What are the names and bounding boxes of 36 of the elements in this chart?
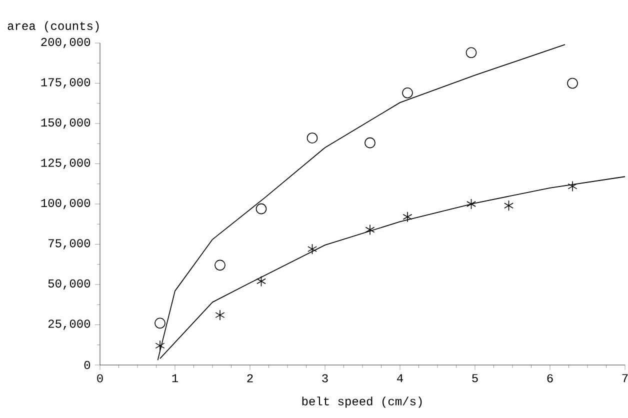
point bbox=[466, 198, 476, 210]
y-tick-label: 125,000 bbox=[41, 158, 90, 169]
point bbox=[214, 260, 226, 271]
y-tick-label: 50,000 bbox=[48, 279, 90, 290]
point bbox=[466, 47, 477, 58]
x-tick-label: 3 bbox=[322, 374, 328, 382]
point bbox=[568, 180, 578, 192]
x-tick-label: 4 bbox=[397, 374, 403, 382]
y-tick-label: 0 bbox=[84, 360, 90, 370]
x-tick-label: 0 bbox=[97, 374, 103, 382]
point bbox=[256, 203, 267, 214]
point bbox=[504, 200, 514, 212]
point bbox=[155, 340, 165, 352]
x-tick-label: 6 bbox=[547, 374, 553, 382]
y-tick-label: 150,000 bbox=[41, 118, 90, 129]
point bbox=[364, 137, 376, 148]
y-axis-title: area (counts) bbox=[8, 21, 99, 32]
point bbox=[308, 244, 317, 254]
x-tick-label: 1 bbox=[172, 374, 178, 382]
x-tick-label: 7 bbox=[622, 374, 628, 382]
x-axis-title: belt speed (cm/s) bbox=[302, 396, 422, 408]
point bbox=[567, 78, 578, 89]
y-tick-label: 75,000 bbox=[48, 239, 90, 250]
y-tick-label: 25,000 bbox=[48, 320, 90, 330]
point bbox=[365, 224, 375, 236]
point bbox=[306, 132, 318, 144]
y-tick-label: 200,000 bbox=[41, 38, 90, 48]
y-tick-label: 175,000 bbox=[41, 78, 90, 88]
point bbox=[215, 310, 225, 320]
x-tick-label: 2 bbox=[247, 374, 253, 382]
point bbox=[402, 211, 412, 222]
point bbox=[402, 88, 413, 98]
y-tick-label: 100,000 bbox=[41, 198, 90, 210]
point bbox=[154, 318, 166, 329]
point bbox=[256, 276, 266, 287]
x-tick-label: 5 bbox=[472, 374, 478, 382]
